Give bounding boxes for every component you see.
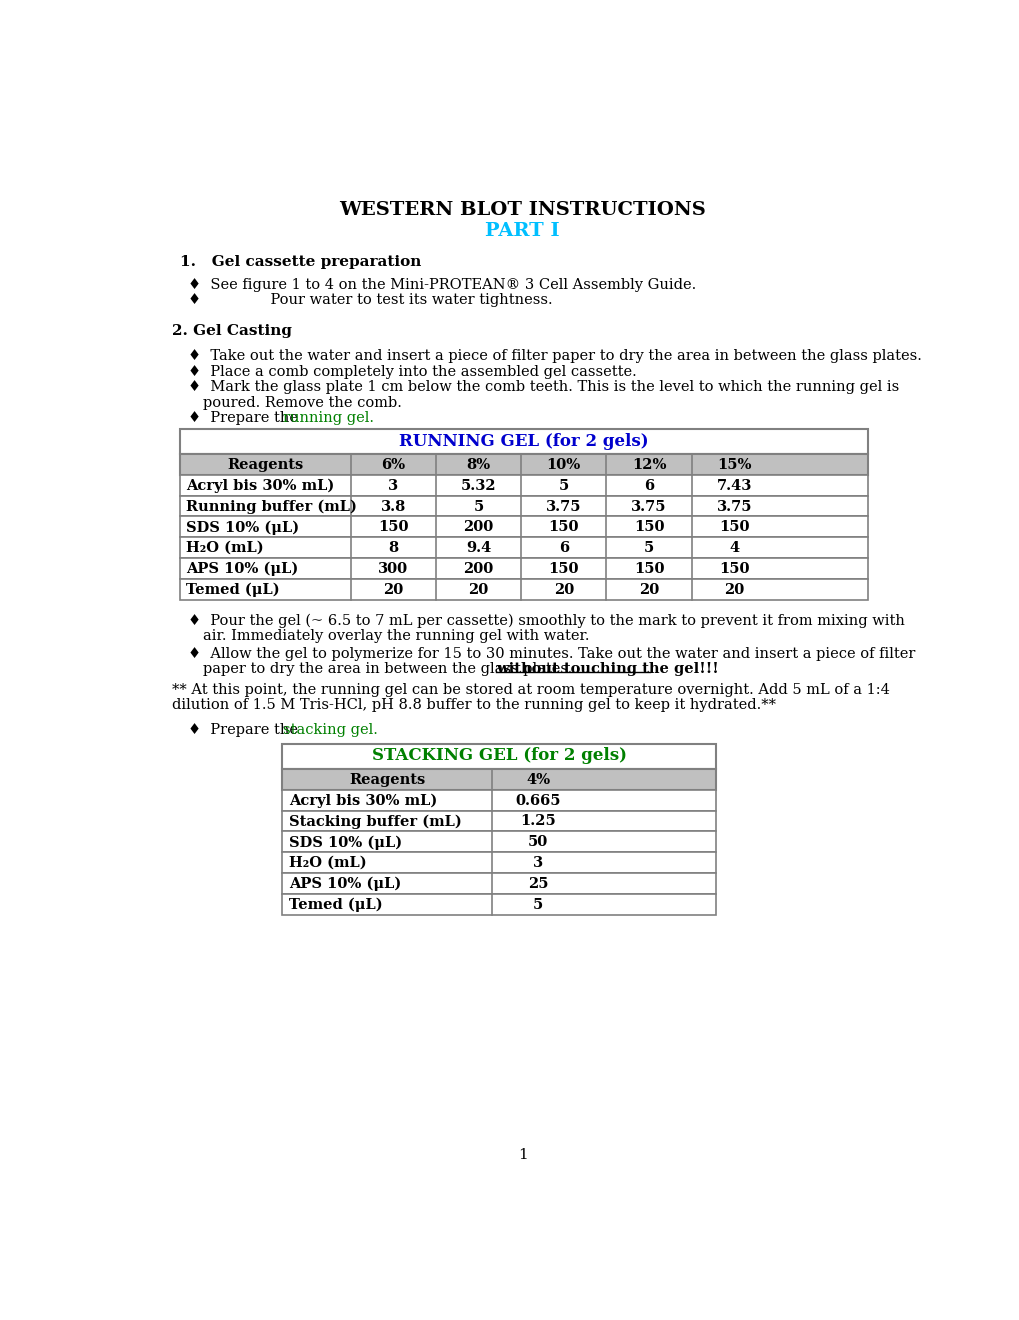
Text: 20: 20 bbox=[383, 582, 404, 597]
Text: 200: 200 bbox=[463, 562, 493, 576]
Text: 4: 4 bbox=[729, 541, 739, 556]
FancyBboxPatch shape bbox=[282, 894, 715, 915]
FancyBboxPatch shape bbox=[282, 853, 715, 873]
Text: SDS 10% (μL): SDS 10% (μL) bbox=[186, 520, 300, 535]
Text: 5: 5 bbox=[558, 479, 569, 492]
FancyBboxPatch shape bbox=[180, 475, 867, 496]
Text: dilution of 1.5 M Tris-HCl, pH 8.8 buffer to the running gel to keep it hydrated: dilution of 1.5 M Tris-HCl, pH 8.8 buffe… bbox=[172, 698, 775, 713]
Text: Temed (μL): Temed (μL) bbox=[186, 582, 280, 597]
FancyBboxPatch shape bbox=[282, 770, 715, 789]
Text: 7.43: 7.43 bbox=[716, 479, 751, 492]
Text: 3: 3 bbox=[388, 479, 398, 492]
Text: 20: 20 bbox=[638, 582, 658, 597]
Text: 5.32: 5.32 bbox=[461, 479, 496, 492]
FancyBboxPatch shape bbox=[282, 789, 715, 810]
FancyBboxPatch shape bbox=[180, 516, 867, 537]
Text: 20: 20 bbox=[468, 582, 488, 597]
Text: 5: 5 bbox=[533, 898, 543, 912]
FancyBboxPatch shape bbox=[282, 873, 715, 894]
Text: STACKING GEL (for 2 gels): STACKING GEL (for 2 gels) bbox=[372, 747, 627, 764]
Text: Temed (μL): Temed (μL) bbox=[288, 898, 382, 912]
Text: ♦  Prepare the: ♦ Prepare the bbox=[187, 723, 303, 737]
Text: 150: 150 bbox=[718, 562, 749, 576]
Text: H₂O (mL): H₂O (mL) bbox=[288, 857, 366, 870]
Text: air. Immediately overlay the running gel with water.: air. Immediately overlay the running gel… bbox=[203, 628, 589, 643]
Text: poured. Remove the comb.: poured. Remove the comb. bbox=[203, 396, 401, 409]
FancyBboxPatch shape bbox=[180, 454, 867, 475]
Text: 1.   Gel cassette preparation: 1. Gel cassette preparation bbox=[180, 255, 421, 269]
Text: ♦  Prepare the: ♦ Prepare the bbox=[187, 411, 303, 425]
Text: 20: 20 bbox=[553, 582, 574, 597]
Text: 3.75: 3.75 bbox=[716, 499, 751, 513]
Text: without touching the gel!!!: without touching the gel!!! bbox=[496, 663, 718, 676]
Text: ♦  Mark the glass plate 1 cm below the comb teeth. This is the level to which th: ♦ Mark the glass plate 1 cm below the co… bbox=[187, 380, 899, 395]
Text: 3: 3 bbox=[533, 857, 543, 870]
Text: 4%: 4% bbox=[526, 774, 550, 787]
Text: Acryl bis 30% mL): Acryl bis 30% mL) bbox=[186, 479, 334, 494]
FancyBboxPatch shape bbox=[180, 496, 867, 516]
Text: 25: 25 bbox=[528, 876, 548, 891]
Text: RUNNING GEL (for 2 gels): RUNNING GEL (for 2 gels) bbox=[398, 433, 648, 450]
Text: 12%: 12% bbox=[631, 458, 665, 473]
Text: running gel.: running gel. bbox=[283, 411, 374, 425]
FancyBboxPatch shape bbox=[180, 579, 867, 599]
Text: H₂O (mL): H₂O (mL) bbox=[186, 541, 264, 556]
Text: 150: 150 bbox=[718, 520, 749, 535]
Text: 3.75: 3.75 bbox=[631, 499, 666, 513]
Text: ♦  Place a comb completely into the assembled gel cassette.: ♦ Place a comb completely into the assem… bbox=[187, 364, 636, 379]
FancyBboxPatch shape bbox=[180, 558, 867, 579]
Text: 150: 150 bbox=[378, 520, 409, 535]
Text: 3.8: 3.8 bbox=[380, 499, 406, 513]
Text: 9.4: 9.4 bbox=[466, 541, 491, 556]
Text: APS 10% (μL): APS 10% (μL) bbox=[288, 876, 400, 891]
Text: ♦  Pour the gel (~ 6.5 to 7 mL per cassette) smoothly to the mark to prevent it : ♦ Pour the gel (~ 6.5 to 7 mL per casset… bbox=[187, 614, 904, 628]
Text: 10%: 10% bbox=[546, 458, 581, 473]
Text: 300: 300 bbox=[378, 562, 408, 576]
FancyBboxPatch shape bbox=[282, 744, 715, 770]
Text: 150: 150 bbox=[633, 562, 663, 576]
Text: PART I: PART I bbox=[485, 222, 559, 239]
Text: ♦               Pour water to test its water tightness.: ♦ Pour water to test its water tightness… bbox=[187, 293, 552, 308]
Text: Acryl bis 30% mL): Acryl bis 30% mL) bbox=[288, 793, 436, 808]
Text: Reagents: Reagents bbox=[348, 774, 425, 787]
Text: 6: 6 bbox=[558, 541, 569, 556]
Text: Running buffer (mL): Running buffer (mL) bbox=[186, 499, 357, 513]
Text: 2. Gel Casting: 2. Gel Casting bbox=[172, 323, 292, 338]
Text: 0.665: 0.665 bbox=[515, 793, 560, 808]
Text: ♦  Take out the water and insert a piece of filter paper to dry the area in betw: ♦ Take out the water and insert a piece … bbox=[187, 350, 921, 363]
Text: Stacking buffer (mL): Stacking buffer (mL) bbox=[288, 814, 461, 829]
Text: 1: 1 bbox=[518, 1148, 527, 1162]
Text: 8%: 8% bbox=[466, 458, 490, 473]
Text: ♦  See figure 1 to 4 on the Mini-PROTEAN® 3 Cell Assembly Guide.: ♦ See figure 1 to 4 on the Mini-PROTEAN®… bbox=[187, 277, 696, 292]
Text: 50: 50 bbox=[528, 836, 548, 849]
Text: 15%: 15% bbox=[716, 458, 751, 473]
Text: 6%: 6% bbox=[381, 458, 405, 473]
Text: 20: 20 bbox=[723, 582, 744, 597]
Text: 200: 200 bbox=[463, 520, 493, 535]
Text: 5: 5 bbox=[473, 499, 483, 513]
Text: SDS 10% (μL): SDS 10% (μL) bbox=[288, 836, 401, 850]
Text: stacking gel.: stacking gel. bbox=[283, 723, 378, 737]
Text: ♦  Allow the gel to polymerize for 15 to 30 minutes. Take out the water and inse: ♦ Allow the gel to polymerize for 15 to … bbox=[187, 647, 914, 660]
Text: APS 10% (μL): APS 10% (μL) bbox=[186, 562, 299, 577]
Text: 150: 150 bbox=[633, 520, 663, 535]
FancyBboxPatch shape bbox=[282, 832, 715, 853]
FancyBboxPatch shape bbox=[180, 429, 867, 454]
Text: 6: 6 bbox=[643, 479, 653, 492]
Text: 150: 150 bbox=[548, 520, 579, 535]
Text: ** At this point, the running gel can be stored at room temperature overnight. A: ** At this point, the running gel can be… bbox=[172, 682, 890, 697]
Text: WESTERN BLOT INSTRUCTIONS: WESTERN BLOT INSTRUCTIONS bbox=[339, 201, 705, 219]
Text: 3.75: 3.75 bbox=[545, 499, 581, 513]
Text: 5: 5 bbox=[643, 541, 653, 556]
Text: Reagents: Reagents bbox=[227, 458, 304, 473]
Text: 150: 150 bbox=[548, 562, 579, 576]
FancyBboxPatch shape bbox=[180, 537, 867, 558]
FancyBboxPatch shape bbox=[282, 810, 715, 832]
Text: paper to dry the area in between the glass plates: paper to dry the area in between the gla… bbox=[203, 663, 573, 676]
Text: 1.25: 1.25 bbox=[520, 814, 555, 829]
Text: 8: 8 bbox=[388, 541, 398, 556]
